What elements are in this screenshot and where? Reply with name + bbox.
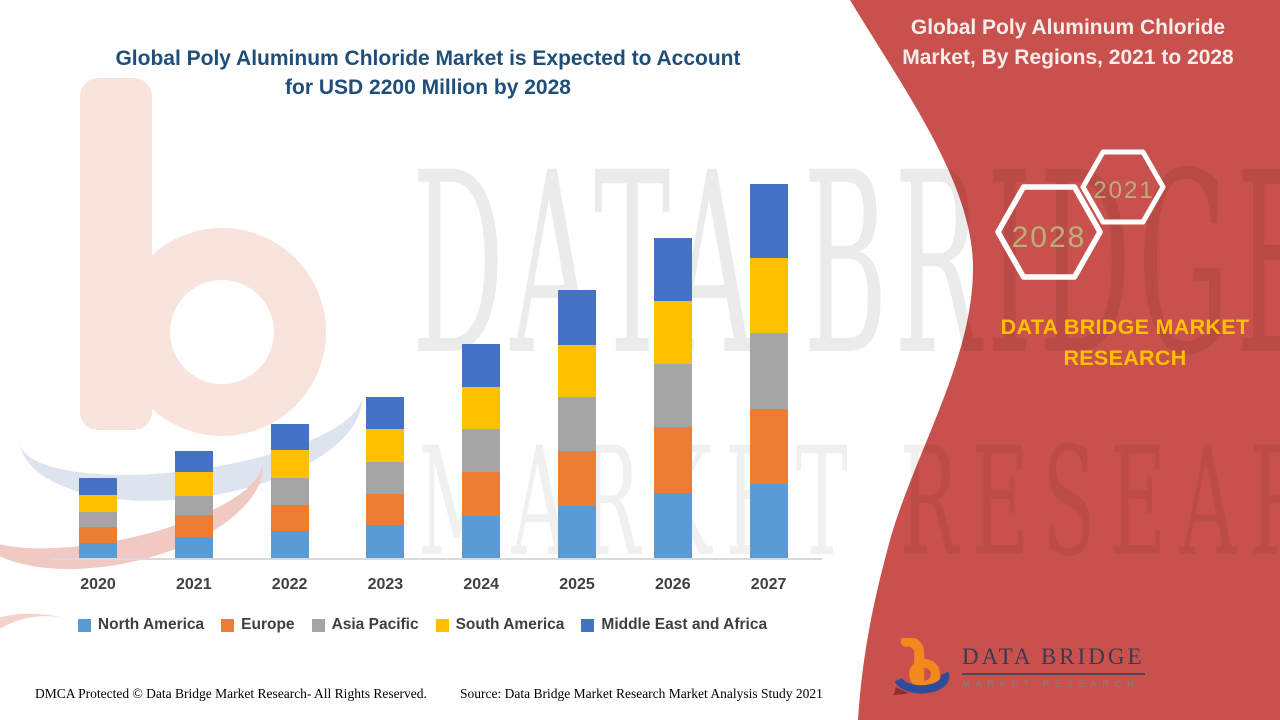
bar-segment-2020-middle-east-and-africa [79, 478, 117, 495]
bar-segment-2022-europe [270, 505, 309, 531]
hexagon-2028 [995, 184, 1103, 280]
bar-segment-2024-north-america [462, 516, 501, 558]
bar-segment-2027-south-america [749, 258, 788, 333]
bar-segment-2021-asia-pacific [174, 496, 213, 515]
x-axis-label-2020: 2020 [80, 576, 116, 593]
dmca-notice: DMCA Protected © Data Bridge Market Rese… [35, 686, 427, 701]
bar-segment-2027-europe [749, 409, 788, 484]
bar-segment-2025-asia-pacific [558, 397, 596, 451]
hexagon-2021 [1080, 149, 1166, 225]
legend-label: Asia Pacific [331, 616, 419, 633]
brand-text: DATA BRIDGE MARKET RESEARCH [955, 312, 1280, 374]
bar-segment-2027-middle-east-and-africa [749, 184, 788, 258]
bar-segment-2023-asia-pacific [366, 462, 405, 494]
legend-item-north-america: North America [77, 616, 205, 634]
bar-segment-2026-north-america [653, 493, 692, 558]
legend-label: North America [97, 616, 205, 633]
logo-b-stem [900, 638, 925, 691]
bar-segment-2027-north-america [749, 484, 788, 558]
x-axis-label-2022: 2022 [271, 576, 308, 593]
legend-item-europe: Europe [221, 616, 295, 634]
data-bridge-logo-icon [893, 638, 950, 696]
bar-segment-2025-europe [558, 451, 596, 506]
bar-segment-2021-north-america [174, 537, 213, 558]
legend-swatch [77, 618, 91, 632]
bar-segment-2024-middle-east-and-africa [462, 344, 501, 387]
legend-label: Europe [241, 616, 295, 633]
bar-segment-2024-asia-pacific [462, 429, 501, 472]
hexagon-2021-label: 2021 [1093, 177, 1154, 204]
bar-segment-2020-asia-pacific [79, 512, 117, 527]
bar-segment-2020-north-america [79, 543, 117, 558]
bar-segment-2024-europe [462, 472, 501, 516]
bar-segment-2022-south-america [270, 450, 309, 478]
bar-segment-2024-south-america [462, 387, 501, 429]
bar-segment-2025-north-america [558, 506, 596, 558]
x-axis-line [50, 558, 822, 560]
bar-segment-2025-south-america [558, 345, 596, 397]
x-axis-label-2027: 2027 [750, 576, 787, 593]
source-note: Source: Data Bridge Market Research Mark… [460, 686, 823, 701]
side-panel-title-line2: Market, By Regions, 2021 to 2028 [902, 46, 1234, 69]
bar-segment-2023-middle-east-and-africa [366, 397, 405, 429]
x-axis-label-2023: 2023 [367, 576, 404, 593]
bar-segment-2025-middle-east-and-africa [558, 290, 596, 345]
legend-swatch [581, 618, 595, 632]
bar-segment-2026-middle-east-and-africa [653, 238, 692, 301]
x-axis-label-2024: 2024 [463, 576, 499, 593]
bar-segment-2022-asia-pacific [270, 478, 309, 505]
legend-item-middle-east-and-africa: Middle East and Africa [581, 616, 767, 634]
legend: North America Europe Asia Pacific South Ame… [0, 616, 845, 634]
bar-segment-2026-south-america [653, 301, 692, 364]
bar-segment-2023-north-america [366, 525, 405, 558]
bar-segment-2020-south-america [79, 495, 117, 512]
hexagon-2028-label: 2028 [1012, 221, 1087, 254]
side-panel-title: Global Poly Aluminum Chloride Market, By… [868, 13, 1268, 73]
chart-title-line1: Global Poly Aluminum Chloride Market is … [115, 47, 741, 70]
legend-label: Middle East and Africa [601, 616, 768, 633]
logo-name: DATA BRIDGE [962, 644, 1145, 675]
logo-wordmark: DATA BRIDGE MARKET RESEARCH [962, 644, 1145, 690]
bar-segment-2021-middle-east-and-africa [174, 451, 213, 472]
legend-item-asia-pacific: Asia Pacific [311, 616, 419, 634]
logo-subtitle: MARKET RESEARCH [962, 679, 1140, 690]
chart-title: Global Poly Aluminum Chloride Market is … [30, 44, 826, 102]
side-panel-title-line1: Global Poly Aluminum Chloride [910, 16, 1226, 39]
x-axis-label-2026: 2026 [655, 576, 691, 593]
brand-text-line1: DATA BRIDGE MARKET [1000, 315, 1250, 339]
logo-b-bowl [909, 658, 941, 690]
bar-segment-2023-south-america [366, 429, 405, 462]
bar-segment-2021-europe [174, 515, 213, 537]
bar-segment-2020-europe [79, 527, 117, 543]
legend-swatch [221, 618, 235, 632]
bar-segment-2022-north-america [270, 531, 309, 558]
bar-segment-2027-asia-pacific [749, 333, 788, 409]
brand-text-line2: RESEARCH [1063, 346, 1187, 370]
x-axis-label-2021: 2021 [176, 576, 212, 593]
legend-swatch [435, 618, 449, 632]
chart-title-line2: for USD 2200 Million by 2028 [285, 76, 571, 99]
red-panel-shape [850, 0, 1280, 720]
legend-swatch [311, 618, 325, 632]
x-axis-label-2025: 2025 [559, 576, 595, 593]
bar-segment-2023-europe [366, 494, 405, 525]
logo-blue-swoosh [894, 671, 950, 694]
bar-segment-2021-south-america [174, 472, 213, 496]
data-bridge-logo: DATA BRIDGE MARKET RESEARCH [892, 638, 1145, 696]
legend-label: South America [455, 616, 565, 633]
bar-segment-2026-asia-pacific [653, 364, 692, 427]
logo-red-accent [893, 686, 910, 696]
bar-segment-2026-europe [653, 427, 692, 493]
legend-item-south-america: South America [435, 616, 565, 634]
